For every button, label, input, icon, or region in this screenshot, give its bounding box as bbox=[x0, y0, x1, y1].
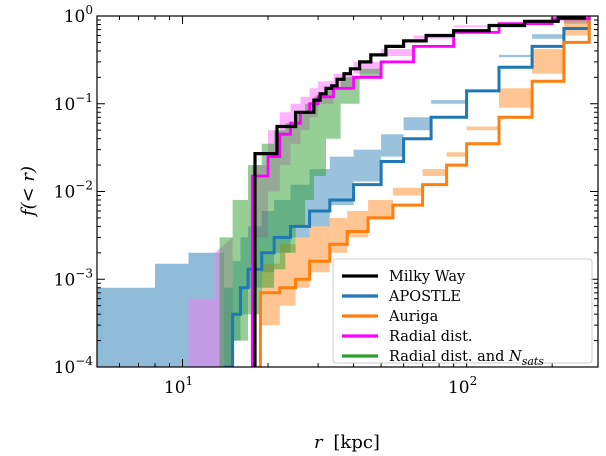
legend-label: Radial dist. and Nsats bbox=[389, 349, 544, 368]
radial-dist-line bbox=[250, 16, 591, 367]
auriga-line bbox=[258, 16, 591, 367]
y-tick-label: 10−3 bbox=[54, 266, 93, 290]
y-tick-label: 10−1 bbox=[54, 91, 93, 115]
legend: Milky Way APOSTLE Auriga Radial dist. Radial… bbox=[332, 258, 593, 368]
milky-way-line bbox=[253, 16, 587, 367]
y-tick-label: 10−2 bbox=[54, 179, 93, 203]
x-axis-title-unit: [kpc] bbox=[333, 432, 380, 453]
legend-label: Radial dist. bbox=[389, 329, 473, 345]
y-axis-title: f(< r) bbox=[18, 166, 39, 218]
tick-layer: 101 102 10−4 10−3 10−2 10−1 100 bbox=[54, 3, 598, 398]
y-tick-label: 10−4 bbox=[54, 354, 94, 378]
legend-box bbox=[332, 258, 593, 364]
line-layer bbox=[224, 16, 591, 367]
legend-label: Auriga bbox=[388, 309, 439, 325]
band-layer bbox=[97, 16, 590, 367]
legend-label: APOSTLE bbox=[388, 289, 461, 305]
x-tick-label: 101 bbox=[164, 374, 193, 398]
auriga-band bbox=[258, 16, 590, 367]
x-axis-title: r [kpc] bbox=[314, 432, 380, 453]
apostle-line bbox=[224, 16, 591, 367]
x-tick-label: 102 bbox=[448, 374, 477, 398]
legend-entries: Milky Way APOSTLE Auriga Radial dist. Radial… bbox=[342, 269, 544, 368]
legend-label: Milky Way bbox=[389, 269, 466, 285]
y-tick-label: 100 bbox=[64, 3, 93, 27]
x-axis-title-main: r bbox=[314, 432, 324, 453]
